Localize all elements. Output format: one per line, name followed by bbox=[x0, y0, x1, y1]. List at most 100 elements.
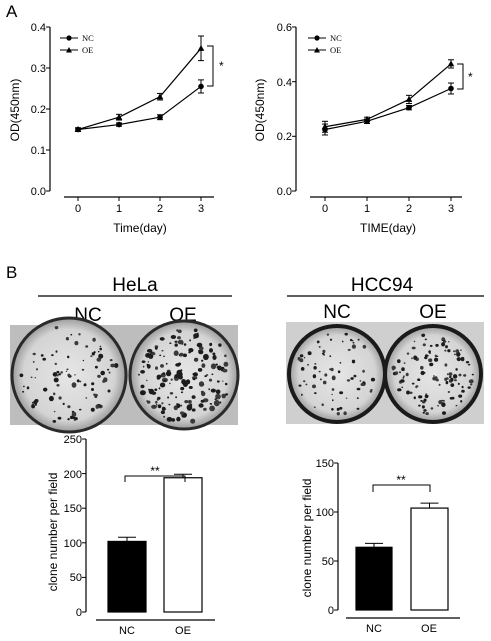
chart2-y-tick-label: 0.2 bbox=[277, 131, 292, 143]
bar1-y-ticks: 0 50 100 150 200 250 bbox=[64, 434, 82, 619]
plate-panel-hela: HeLa NC OE bbox=[10, 275, 240, 434]
colony-dot bbox=[409, 391, 413, 394]
colony-dot bbox=[406, 390, 410, 395]
colony-dot bbox=[83, 384, 85, 387]
colony-dot bbox=[318, 370, 321, 373]
colony-dot bbox=[34, 377, 36, 379]
bar1-y-tick-label: 100 bbox=[64, 538, 82, 550]
colony-dot bbox=[148, 388, 155, 395]
colony-dot bbox=[212, 352, 216, 356]
colony-dot bbox=[454, 379, 457, 382]
chart2-x-tick-label: 3 bbox=[448, 203, 454, 215]
chart2-x-tick-label: 2 bbox=[406, 203, 412, 215]
colony-dot bbox=[444, 363, 448, 367]
chart1-y-tick-label: 0.4 bbox=[31, 22, 46, 34]
colony-dot bbox=[351, 344, 356, 349]
colony-dot bbox=[147, 400, 151, 404]
colony-dot bbox=[67, 418, 70, 421]
colony-dot bbox=[438, 383, 441, 386]
colony-dot bbox=[155, 400, 158, 404]
colony-dot bbox=[221, 393, 226, 399]
colony-dot bbox=[445, 380, 449, 385]
colony-dot bbox=[197, 368, 203, 372]
colony-dot bbox=[391, 365, 396, 370]
colony-dot bbox=[313, 406, 316, 409]
colony-dot bbox=[450, 383, 455, 387]
colony-dot bbox=[142, 365, 145, 368]
colonies-hela-oe bbox=[138, 328, 229, 424]
colony-dot bbox=[79, 380, 82, 383]
colony-dot bbox=[52, 420, 57, 423]
colony-dot bbox=[188, 348, 194, 353]
colony-dot bbox=[339, 362, 342, 364]
chart2-x-tick-label: 1 bbox=[364, 203, 370, 215]
colony-dot bbox=[70, 333, 73, 336]
colony-dot bbox=[85, 345, 89, 348]
colony-dot bbox=[48, 395, 54, 402]
colony-dot bbox=[425, 393, 427, 395]
colony-dot bbox=[166, 417, 173, 422]
colony-dot bbox=[448, 341, 450, 343]
colony-dot bbox=[209, 342, 213, 347]
colony-dot bbox=[471, 373, 474, 376]
colony-dot bbox=[159, 354, 162, 357]
colony-dot bbox=[22, 390, 25, 393]
colony-dot bbox=[307, 351, 312, 356]
colony-dot bbox=[52, 372, 58, 377]
data-point-nc bbox=[116, 121, 122, 128]
chart1-legend-oe: OE bbox=[82, 45, 93, 55]
colony-dot bbox=[400, 379, 405, 383]
colony-dot bbox=[215, 363, 218, 366]
colony-dot bbox=[157, 404, 162, 409]
legend-triangle-icon bbox=[314, 47, 320, 53]
colony-dot bbox=[411, 382, 415, 385]
colony-dot bbox=[163, 355, 165, 357]
colony-dot bbox=[411, 357, 413, 360]
legend-triangle-icon bbox=[66, 47, 72, 53]
bar2-category-oe: OE bbox=[421, 623, 437, 635]
colony-dot bbox=[455, 368, 458, 371]
chart1-significance-star: * bbox=[219, 59, 224, 73]
bar2-significance: ** bbox=[372, 473, 431, 492]
bar2-y-tick-label: 50 bbox=[322, 556, 334, 568]
colony-dot bbox=[58, 373, 62, 376]
petri-dish-nc bbox=[287, 324, 387, 424]
colony-dot bbox=[438, 400, 443, 405]
colony-dot bbox=[170, 378, 173, 381]
chart1-x-tick-label: 2 bbox=[157, 203, 163, 215]
bar1-y-tick-label: 50 bbox=[70, 572, 82, 584]
colony-dot bbox=[196, 342, 203, 348]
colony-dot bbox=[58, 396, 62, 400]
chart1-legend-nc: NC bbox=[82, 33, 94, 43]
colony-dot bbox=[53, 410, 56, 413]
colony-dot bbox=[139, 390, 146, 396]
colony-dot bbox=[362, 344, 367, 349]
colony-dot bbox=[74, 341, 79, 346]
colony-dot bbox=[181, 415, 185, 418]
colony-dot bbox=[30, 376, 33, 378]
colony-dot bbox=[421, 333, 426, 337]
colony-dot bbox=[177, 329, 182, 334]
colony-dot bbox=[169, 382, 171, 385]
colony-dot bbox=[458, 373, 462, 377]
colony-dot bbox=[66, 368, 69, 371]
colony-dot bbox=[339, 391, 344, 395]
colony-dot bbox=[203, 353, 209, 361]
colony-dot bbox=[331, 375, 336, 381]
colony-dot bbox=[411, 346, 416, 350]
colony-dot bbox=[425, 412, 429, 416]
data-point-oe bbox=[156, 93, 164, 100]
colony-dot bbox=[107, 368, 110, 371]
data-point-oe bbox=[197, 44, 205, 51]
colony-dot bbox=[423, 398, 427, 402]
colony-dot bbox=[415, 385, 418, 389]
colony-dot bbox=[359, 380, 362, 382]
bar-oe bbox=[163, 477, 203, 613]
chart2-series bbox=[321, 59, 455, 136]
colony-dot bbox=[460, 400, 463, 403]
chart1-legend: NC OE bbox=[60, 33, 94, 55]
colony-dot bbox=[192, 377, 196, 381]
plate-label-oe: OE bbox=[419, 302, 446, 323]
colony-dot bbox=[95, 404, 100, 409]
chart2-y-tick-label: 0.6 bbox=[277, 22, 292, 34]
